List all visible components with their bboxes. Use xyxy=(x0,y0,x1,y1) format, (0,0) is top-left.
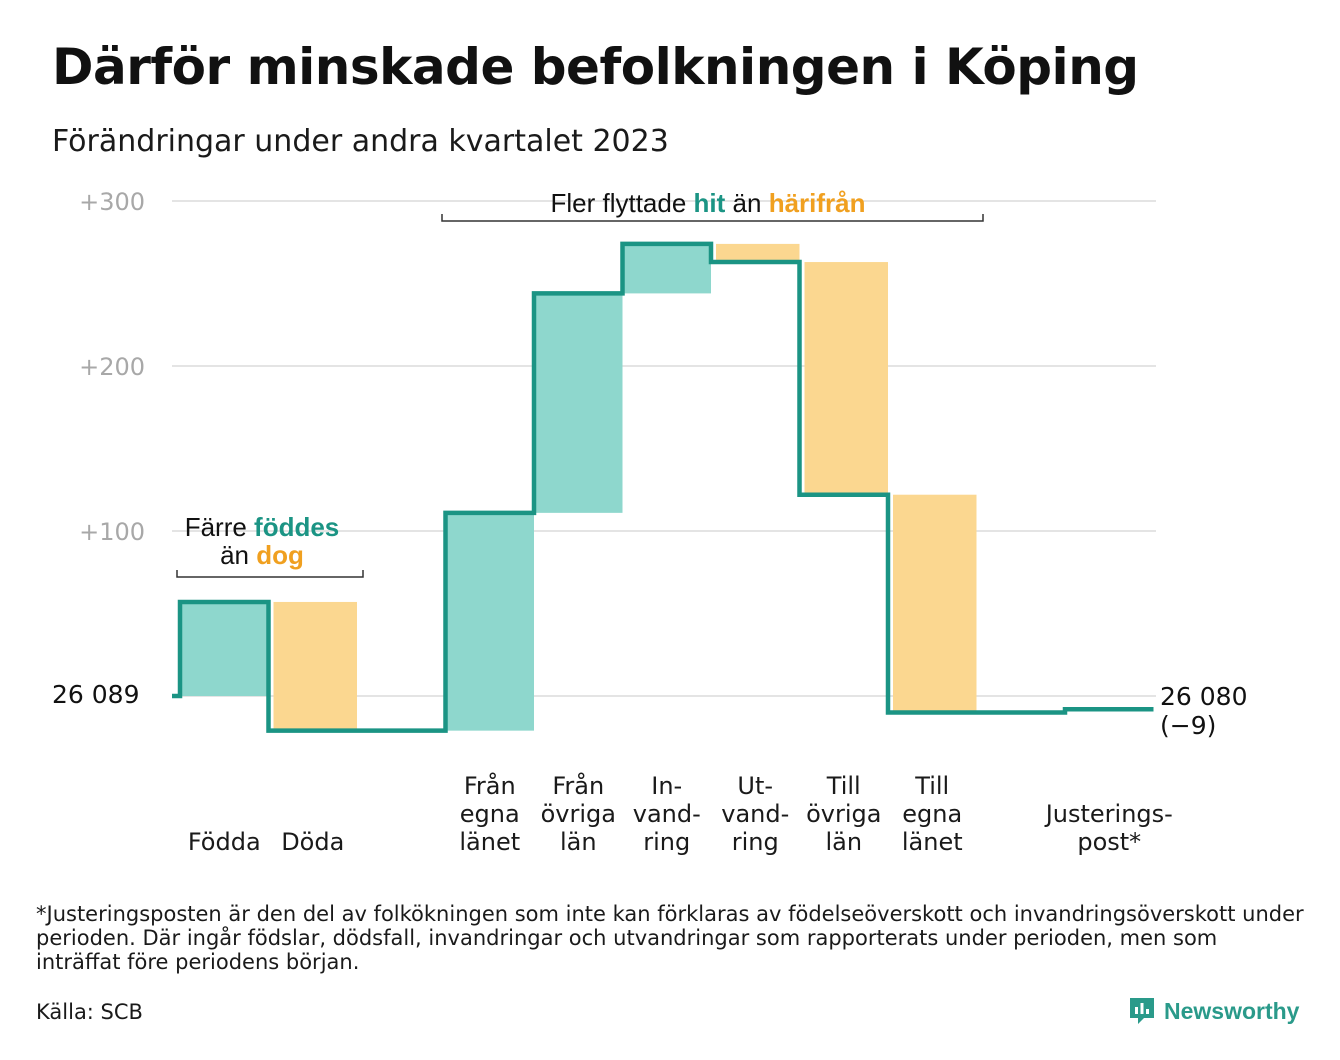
increase-bar xyxy=(534,293,623,513)
y-tick-label: +300 xyxy=(79,188,145,216)
category-label: övriga xyxy=(806,800,881,828)
annotation-bracket xyxy=(176,570,364,578)
increase-bar xyxy=(445,512,534,731)
brand-name: Newsworthy xyxy=(1164,997,1300,1024)
decrease-bar xyxy=(893,494,977,713)
y-tick-label: +200 xyxy=(79,353,145,381)
annotation-bracket xyxy=(441,214,984,222)
category-label: länet xyxy=(902,828,963,856)
brand-logo: Newsworthy xyxy=(1128,996,1299,1026)
end-change-label: (−9) xyxy=(1160,711,1216,740)
newsworthy-logo-icon xyxy=(1130,998,1154,1024)
category-label: länet xyxy=(459,828,520,856)
category-label: Justerings- xyxy=(1044,800,1173,828)
category-label: vand- xyxy=(721,800,789,828)
category-label: Från xyxy=(464,771,516,800)
annotation-births-deaths: Färre föddes xyxy=(185,512,340,542)
category-label: egna xyxy=(460,800,520,828)
category-label: post* xyxy=(1077,828,1141,856)
category-label: län xyxy=(825,828,862,856)
chart-subtitle: Förändringar under andra kvartalet 2023 xyxy=(52,124,669,159)
source-note: Källa: SCB xyxy=(36,1000,143,1024)
chart-title: Därför minskade befolkningen i Köping xyxy=(52,38,1139,96)
footnote: *Justeringsposten är den del av folkökni… xyxy=(36,902,1304,974)
category-label: Döda xyxy=(281,828,344,856)
decrease-bar xyxy=(273,601,357,731)
category-label: vand- xyxy=(633,800,701,828)
category-label: Till xyxy=(826,772,861,800)
decrease-bar xyxy=(804,262,888,495)
category-label: Till xyxy=(914,772,949,800)
category-label: ring xyxy=(643,828,690,856)
increase-bar xyxy=(622,243,711,294)
annotation-births-deaths: än dog xyxy=(220,540,304,570)
y-tick-label: +100 xyxy=(79,518,145,546)
end-value-label: 26 080 xyxy=(1160,682,1247,711)
annotation-migration: Fler flyttade hit än härifrån xyxy=(550,188,865,218)
decrease-bar xyxy=(716,243,800,263)
running-total-layer xyxy=(172,241,1154,733)
category-label: Födda xyxy=(188,828,261,856)
category-label: län xyxy=(560,828,597,856)
increase-bar xyxy=(180,601,269,696)
bars-layer xyxy=(180,243,977,731)
category-label: ring xyxy=(732,828,779,856)
start-value-label: 26 089 xyxy=(52,680,139,709)
category-label: övriga xyxy=(541,800,616,828)
category-label: egna xyxy=(902,800,962,828)
running-total-line xyxy=(172,241,1154,733)
category-label: Ut- xyxy=(737,772,773,800)
category-label: Från xyxy=(552,771,604,800)
category-label: In- xyxy=(651,772,682,800)
